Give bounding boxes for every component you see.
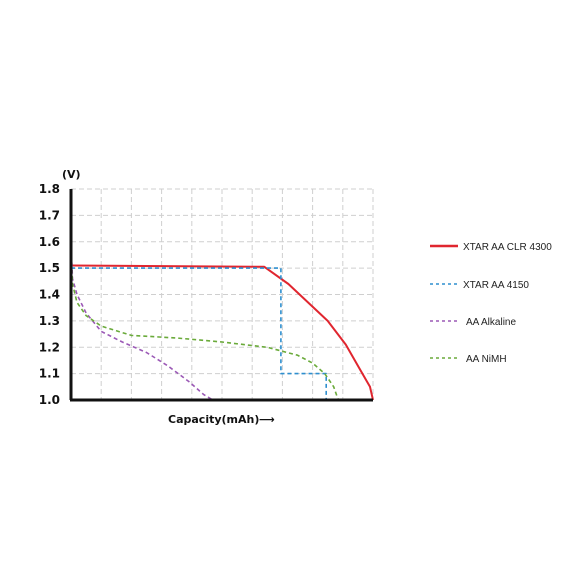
grid	[71, 188, 374, 400]
y-tick-label: 1.5	[39, 261, 60, 275]
x-axis-label: Capacity(mAh)	[168, 413, 259, 426]
y-tick-label: 1.7	[39, 208, 60, 222]
y-tick-label: 1.6	[39, 235, 60, 249]
y-tick-label: 1.2	[39, 340, 60, 354]
y-axis-unit: (V)	[62, 168, 81, 181]
y-tick-label: 1.0	[39, 393, 60, 407]
y-tick-labels: 1.8 1.7 1.6 1.5 1.4 1.3 1.2 1.1 1.0	[39, 182, 60, 407]
y-tick-label: 1.3	[39, 314, 60, 328]
y-tick-label: 1.8	[39, 182, 60, 196]
legend: XTAR AA CLR 4300 XTAR AA 4150 AA Alkaline A…	[430, 242, 552, 365]
series-line	[70, 241, 214, 401]
series-line	[71, 267, 327, 400]
legend-label: AA Alkaline	[466, 317, 516, 328]
series-line	[70, 254, 340, 401]
series-lines	[70, 241, 374, 401]
y-tick-label: 1.4	[39, 288, 60, 302]
legend-label: XTAR AA 4150	[463, 280, 529, 291]
legend-label: AA NiMH	[466, 354, 507, 365]
axes	[69, 189, 373, 402]
x-axis-arrow: ⟶	[259, 413, 275, 426]
legend-label: XTAR AA CLR 4300	[463, 242, 552, 253]
y-tick-label: 1.1	[39, 367, 60, 381]
series-line	[70, 264, 374, 401]
